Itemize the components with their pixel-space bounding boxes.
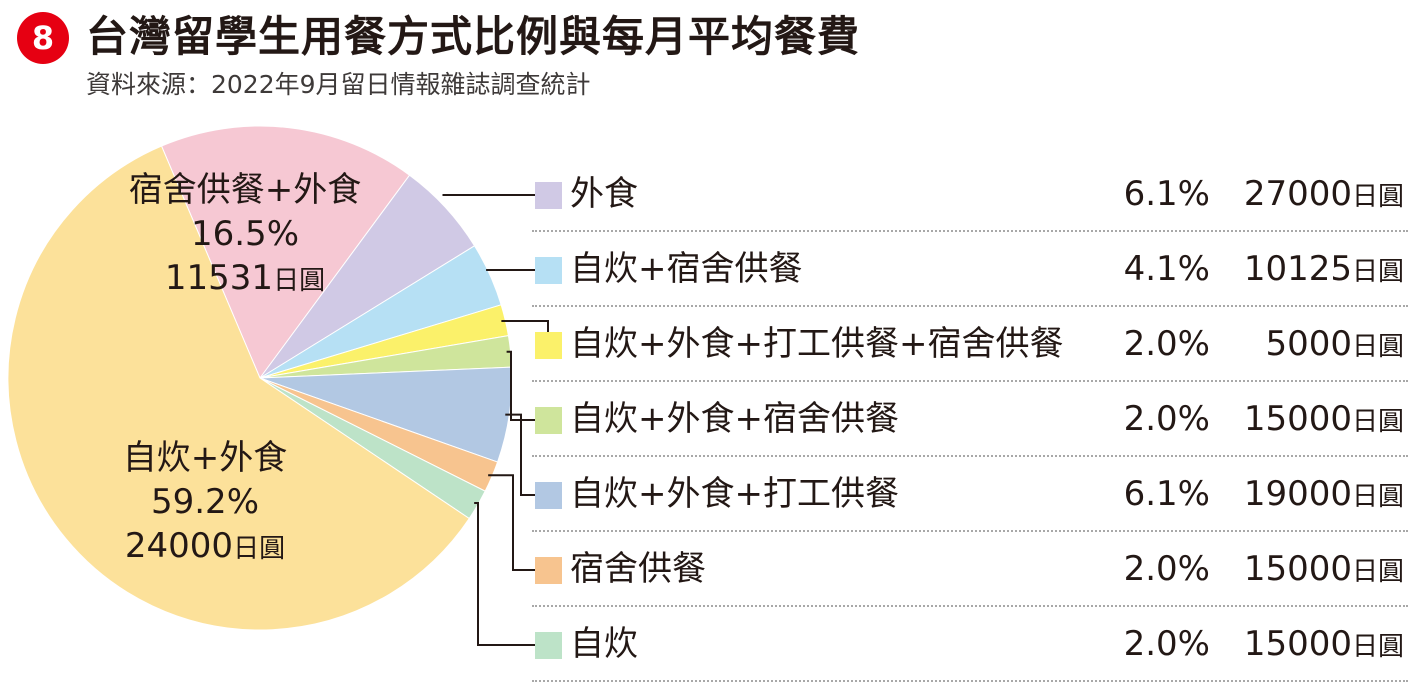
legend-name: 外食 — [570, 174, 638, 214]
legend-divider — [532, 530, 1408, 532]
leader-line — [488, 474, 535, 571]
chart-title: 台灣留學生用餐方式比例與每月平均餐費 — [86, 12, 861, 61]
legend-amount-unit: 日圓 — [1351, 257, 1404, 287]
legend-divider — [532, 230, 1408, 232]
legend-row: 自炊+外食+打工供餐 6.1% 19000日圓 — [532, 457, 1408, 532]
legend-swatch — [535, 182, 562, 209]
legend-name: 自炊+外食+宿舍供餐 — [570, 399, 899, 439]
legend-amount-value: 19000 — [1243, 474, 1352, 514]
pie-label-name: 自炊+外食 — [122, 438, 288, 478]
leader-line — [505, 413, 535, 496]
legend-percent: 2.0% — [1123, 549, 1210, 589]
chart-header: 8 台灣留學生用餐方式比例與每月平均餐費 資料來源：2022年9月留日情報雜誌調… — [0, 0, 1422, 110]
legend-amount-unit: 日圓 — [1351, 632, 1404, 662]
pie-slices — [7, 125, 513, 631]
legend-amount-value: 10125 — [1243, 249, 1352, 289]
legend-name: 宿舍供餐 — [570, 549, 706, 589]
legend-amount-value: 15000 — [1243, 549, 1352, 589]
legend-amount-value: 15000 — [1243, 624, 1352, 664]
pie-label-percent: 16.5% — [190, 214, 299, 254]
legend-divider — [532, 380, 1408, 382]
chart-source: 資料來源：2022年9月留日情報雜誌調查統計 — [86, 70, 591, 99]
legend-swatch — [535, 482, 562, 509]
pie-label-amount: 11531日圓 — [164, 258, 326, 298]
legend-amount-value: 15000 — [1243, 399, 1352, 439]
legend-swatch — [535, 632, 562, 659]
leader-line — [474, 502, 535, 646]
legend-row: 自炊+外食+打工供餐+宿舍供餐 2.0% 5000日圓 — [532, 307, 1408, 382]
pie-label-dorm-meal-eat-out: 宿舍供餐+外食 16.5% 11531日圓 — [115, 168, 375, 303]
legend-percent: 6.1% — [1123, 474, 1210, 514]
figure-number-badge: 8 — [17, 12, 69, 64]
legend-percent: 6.1% — [1123, 174, 1210, 214]
legend-percent: 2.0% — [1123, 624, 1210, 664]
legend-row: 自炊+宿舍供餐 4.1% 10125日圓 — [532, 232, 1408, 307]
legend-swatch — [535, 257, 562, 284]
legend-row: 自炊 2.0% 15000日圓 — [532, 607, 1408, 682]
legend-amount-unit: 日圓 — [1351, 557, 1404, 587]
legend-swatch — [535, 332, 562, 359]
legend-amount-unit: 日圓 — [1351, 482, 1404, 512]
pie-label-percent: 59.2% — [150, 482, 259, 522]
legend-row: 宿舍供餐 2.0% 15000日圓 — [532, 532, 1408, 607]
legend-amount: 15000日圓 — [1244, 396, 1404, 445]
legend-divider — [532, 455, 1408, 457]
legend-amount: 15000日圓 — [1244, 546, 1404, 595]
legend-name: 自炊 — [570, 624, 638, 664]
legend-percent: 4.1% — [1123, 249, 1210, 289]
legend-amount: 19000日圓 — [1244, 471, 1404, 520]
legend-percent: 2.0% — [1123, 399, 1210, 439]
pie-slice — [160, 125, 411, 380]
legend-divider — [532, 305, 1408, 307]
legend-amount: 27000日圓 — [1244, 171, 1404, 220]
legend-amount-unit: 日圓 — [1351, 182, 1404, 212]
pie-label-cook-eat-out: 自炊+外食 59.2% 24000日圓 — [95, 436, 315, 571]
legend-amount: 10125日圓 — [1244, 246, 1404, 295]
legend-row: 外食 6.1% 27000日圓 — [532, 157, 1408, 232]
legend-swatch — [535, 407, 562, 434]
legend-divider — [532, 680, 1408, 682]
legend-swatch — [535, 557, 562, 584]
legend-amount-value: 27000 — [1243, 174, 1352, 214]
legend-amount-unit: 日圓 — [1351, 332, 1404, 362]
legend-amount: 5000日圓 — [1265, 321, 1404, 370]
legend-name: 自炊+宿舍供餐 — [570, 249, 803, 289]
legend-amount-unit: 日圓 — [1351, 407, 1404, 437]
leader-line — [506, 350, 535, 421]
pie-slice — [7, 145, 470, 631]
pie-label-name: 宿舍供餐+外食 — [128, 170, 362, 210]
legend-row: 自炊+外食+宿舍供餐 2.0% 15000日圓 — [532, 382, 1408, 457]
legend-name: 自炊+外食+打工供餐+宿舍供餐 — [570, 324, 1064, 364]
legend-amount-value: 5000 — [1265, 324, 1352, 364]
legend-amount: 15000日圓 — [1244, 621, 1404, 670]
legend-percent: 2.0% — [1123, 324, 1210, 364]
pie-label-amount: 24000日圓 — [124, 526, 286, 566]
legend-name: 自炊+外食+打工供餐 — [570, 474, 899, 514]
legend-divider — [532, 605, 1408, 607]
